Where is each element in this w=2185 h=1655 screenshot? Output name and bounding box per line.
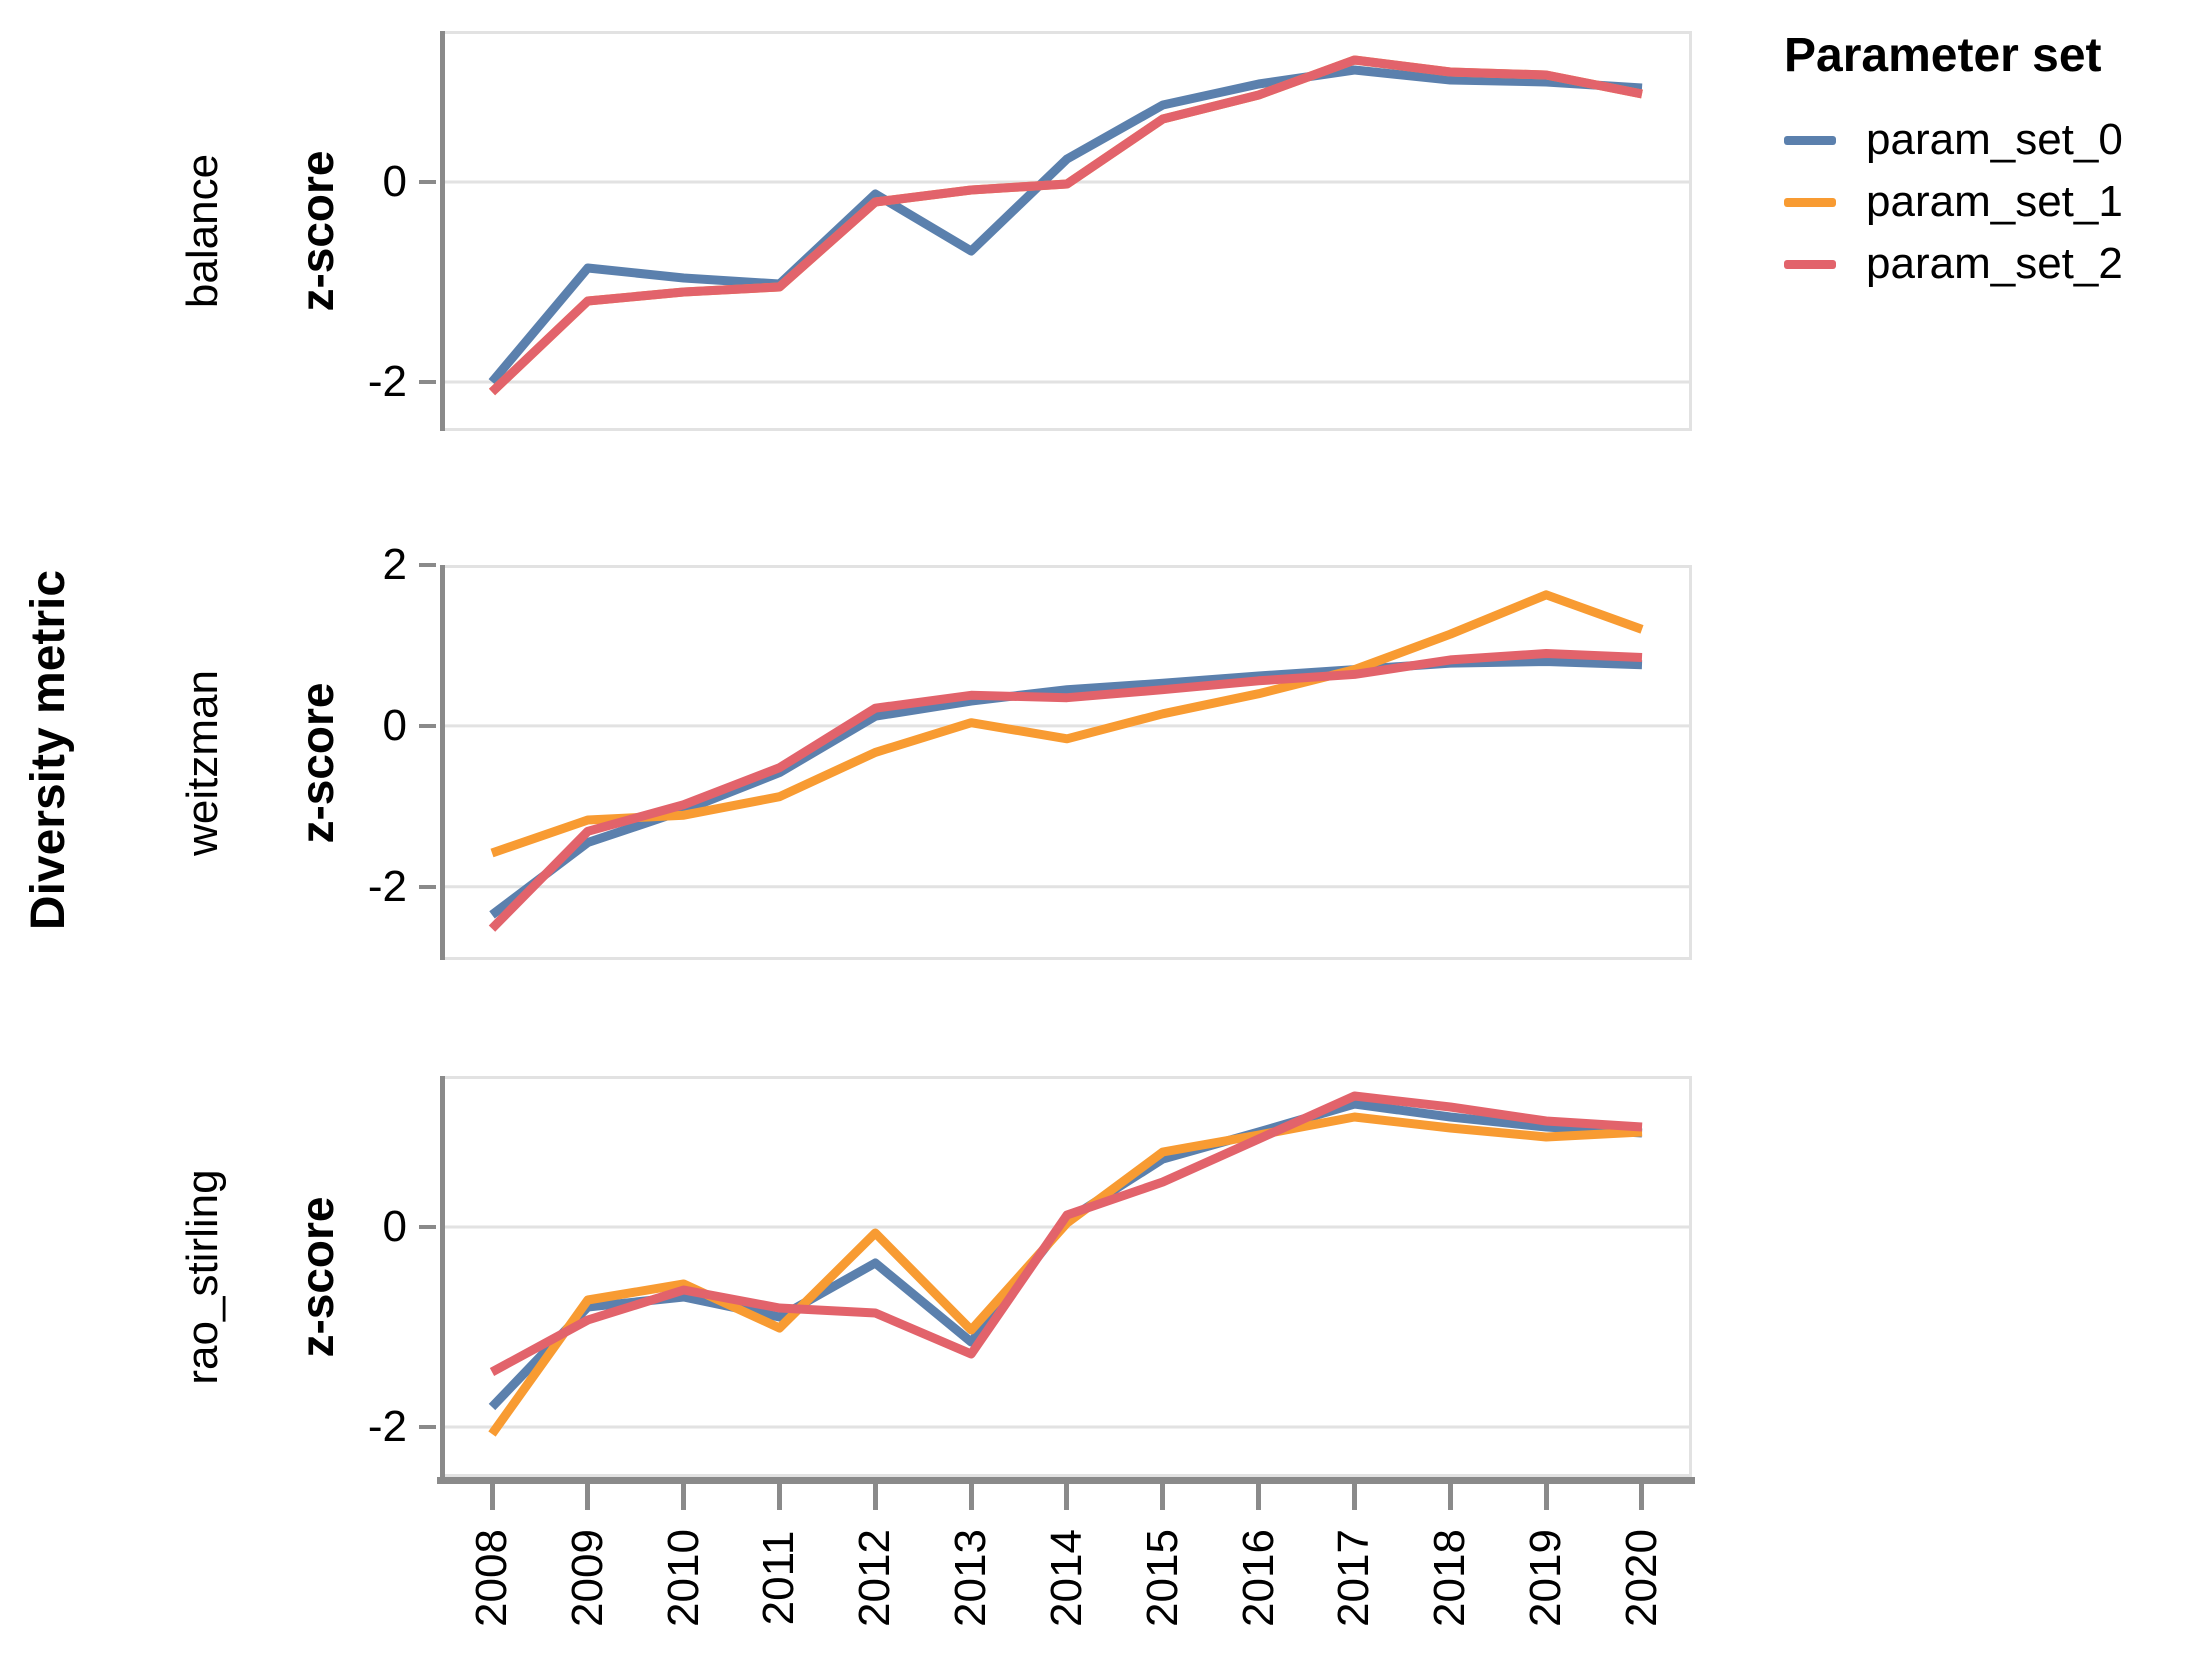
- legend-items: param_set_0 param_set_1 param_set_2: [1784, 109, 2123, 295]
- legend-item-param_set_0: param_set_0: [1784, 109, 2123, 171]
- x-tick-mark: [489, 1484, 495, 1510]
- legend-item-param_set_1: param_set_1: [1784, 171, 2123, 233]
- y-tick-label: 2: [382, 540, 407, 589]
- outer-y-axis-title: Diversity metric: [21, 569, 75, 931]
- x-tick-label: 2014: [1041, 1529, 1091, 1627]
- y-tick-label: 0: [382, 157, 407, 206]
- x-tick-mark: [872, 1484, 878, 1510]
- y-tick-mark: [419, 723, 436, 728]
- panel-balance: [440, 31, 1692, 431]
- panel-border: [440, 31, 1692, 431]
- y-tick-mark: [419, 563, 436, 567]
- legend: Parameter set param_set_0 param_set_1 para…: [1784, 28, 2123, 295]
- x-tick-label: 2012: [850, 1529, 900, 1627]
- strip-label-rao_stirling: rao_stirling: [178, 1168, 227, 1385]
- legend-title: Parameter set: [1784, 29, 2102, 82]
- x-tick-label: 2015: [1137, 1529, 1187, 1627]
- line-param_set_1: [490, 590, 1644, 858]
- y-tick-mark: [419, 380, 436, 384]
- x-tick-label: 2011: [754, 1530, 804, 1626]
- y-axis-title-rao_stirling: z-score: [291, 1195, 343, 1358]
- legend-key-param_set_0: [1784, 135, 1836, 145]
- x-axis-line: [437, 1477, 1695, 1484]
- x-tick-label: 2019: [1521, 1529, 1571, 1627]
- x-tick-mark: [681, 1484, 687, 1510]
- panel-border: [440, 565, 1692, 960]
- legend-label-param_set_1: param_set_1: [1866, 177, 2123, 226]
- line-param_set_2: [488, 55, 1643, 396]
- panel-weitzman: [440, 565, 1692, 960]
- strip-label-balance: balance: [178, 153, 227, 309]
- line-param_set_2: [489, 1091, 1643, 1376]
- x-tick-label: 2017: [1329, 1529, 1379, 1627]
- x-tick-mark: [968, 1484, 974, 1510]
- strip-label-weitzman: weitzman: [178, 669, 227, 856]
- x-tick-label: 2013: [946, 1529, 996, 1627]
- y-tick-label: 0: [382, 700, 407, 750]
- x-tick-mark: [1160, 1484, 1166, 1510]
- x-tick-mark: [1064, 1484, 1070, 1510]
- y-tick-label: -2: [367, 861, 407, 911]
- legend-item-param_set_2: param_set_2: [1784, 233, 2123, 295]
- line-param_set_0: [488, 1099, 1643, 1411]
- y-tick-label: 0: [382, 1202, 407, 1251]
- x-tick-label: 2010: [658, 1529, 708, 1627]
- y-axis-title-balance: z-score: [291, 150, 343, 312]
- x-tick-mark: [1543, 1484, 1549, 1510]
- x-tick-label: 2020: [1616, 1529, 1666, 1627]
- x-tick-mark: [1639, 1484, 1645, 1510]
- x-tick-label: 2016: [1233, 1529, 1283, 1627]
- y-tick-mark: [419, 1225, 436, 1229]
- x-tick-mark: [585, 1484, 591, 1510]
- x-tick-mark: [1351, 1484, 1357, 1510]
- legend-label-param_set_2: param_set_2: [1866, 239, 2123, 288]
- y-tick-label: -2: [367, 357, 407, 406]
- y-tick-label: -2: [367, 1402, 407, 1451]
- panel-rao_stirling: [440, 1076, 1692, 1477]
- line-param_set_0: [488, 65, 1643, 385]
- line-param_set_1: [488, 55, 1643, 396]
- x-tick-mark: [776, 1484, 782, 1510]
- line-param_set_2: [488, 649, 1643, 932]
- x-tick-label: 2008: [467, 1529, 516, 1627]
- y-tick-mark: [419, 884, 436, 889]
- legend-label-param_set_0: param_set_0: [1866, 115, 2123, 164]
- x-tick-label: 2009: [562, 1529, 612, 1627]
- legend-key-param_set_1: [1784, 197, 1836, 207]
- x-tick-mark: [1256, 1484, 1262, 1510]
- x-tick-mark: [1447, 1484, 1453, 1510]
- y-tick-mark: [419, 180, 436, 184]
- y-tick-mark: [419, 1425, 436, 1429]
- x-tick-label: 2018: [1425, 1529, 1475, 1627]
- line-param_set_1: [488, 1112, 1643, 1437]
- legend-key-param_set_2: [1784, 259, 1836, 269]
